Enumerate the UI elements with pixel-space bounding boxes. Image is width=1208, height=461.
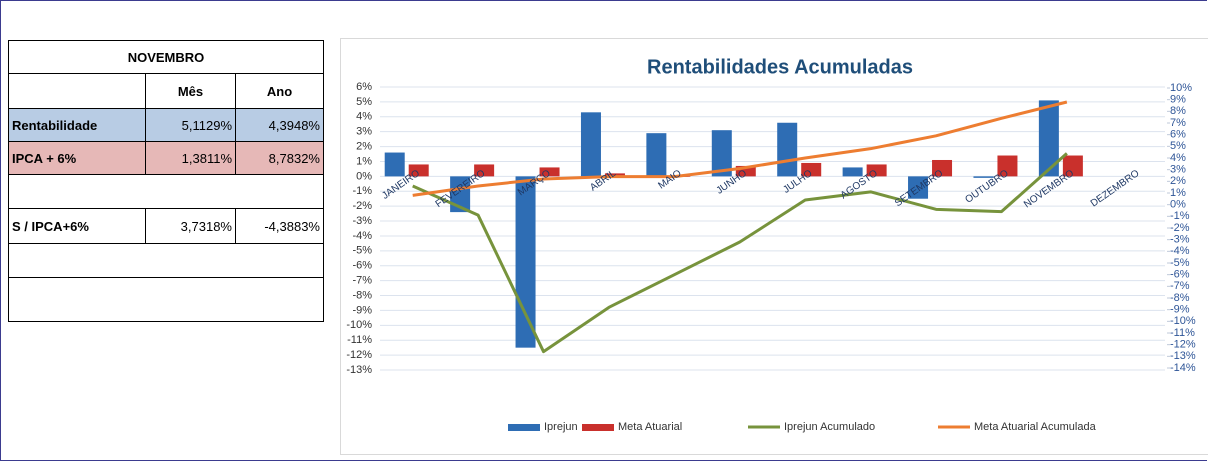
cell: 4,3948%: [235, 108, 324, 142]
y2-tick-label: 4%: [1170, 152, 1186, 164]
bar: [604, 173, 625, 177]
y-tick-label: 6%: [356, 81, 372, 93]
bar: [866, 164, 887, 177]
bar: [1062, 155, 1083, 177]
x-tick-label: DEZEMBRO: [1089, 168, 1142, 210]
y2-tick-label: 5%: [1170, 140, 1186, 152]
y2-tick-label: 0%: [1170, 199, 1186, 211]
y-tick-label: -6%: [352, 260, 372, 272]
bar: [450, 176, 471, 213]
bar: [1038, 100, 1059, 177]
cell: [8, 73, 146, 109]
x-tick-label: OUTUBRO: [963, 168, 1010, 206]
row-label: Rentabilidade: [8, 108, 146, 142]
y-tick-label: -4%: [352, 230, 372, 242]
bar: [997, 155, 1018, 177]
bar: [646, 133, 667, 177]
y2-tick-label: -3%: [1170, 234, 1190, 246]
bar: [711, 130, 732, 177]
bar: [908, 176, 929, 199]
bar: [408, 164, 429, 177]
bar: [539, 167, 560, 177]
y-tick-label: 2%: [356, 140, 372, 152]
y-tick-label: -13%: [346, 364, 372, 376]
y-tick-label: -11%: [347, 334, 372, 346]
line-series: [412, 100, 1068, 197]
bar: [842, 167, 863, 177]
y2-tick-label: -11%: [1170, 327, 1195, 339]
bar: [580, 112, 601, 177]
chart-area: [340, 38, 1208, 455]
y-tick-label: -12%: [346, 349, 372, 361]
y2-tick-label: 6%: [1170, 129, 1186, 141]
y2-tick-label: -6%: [1170, 269, 1190, 281]
bar: [474, 164, 495, 177]
y-tick-label: 1%: [356, 155, 372, 167]
y-tick-label: 4%: [356, 111, 372, 123]
y2-tick-label: -1%: [1170, 210, 1190, 222]
y2-tick-label: 9%: [1170, 94, 1186, 106]
y2-tick-label: -2%: [1170, 222, 1190, 234]
legend-label: Iprejun Acumulado: [784, 421, 875, 433]
y-tick-label: -8%: [352, 289, 372, 301]
y-tick-label: -2%: [352, 200, 372, 212]
summary-table: NOVEMBRO Mês Ano Rentabilidade 5,1129% 4,39…: [8, 40, 324, 322]
y2-tick-label: 7%: [1170, 117, 1186, 129]
y2-tick-label: -7%: [1170, 280, 1190, 292]
y-tick-label: -7%: [352, 275, 372, 287]
y2-tick-label: 8%: [1170, 105, 1186, 117]
y-tick-label: 3%: [356, 126, 372, 138]
y2-tick-label: 10%: [1170, 82, 1192, 94]
cell: [8, 277, 324, 322]
table-title: NOVEMBRO: [8, 40, 324, 74]
y-tick-label: -9%: [352, 304, 372, 316]
y2-tick-label: 3%: [1170, 164, 1186, 176]
cell: 3,7318%: [145, 208, 236, 244]
y-tick-label: -1%: [352, 185, 372, 197]
y2-tick-label: 1%: [1170, 187, 1186, 199]
bar: [932, 159, 953, 177]
legend-swatch: [582, 424, 614, 431]
legend-swatch: [508, 424, 540, 431]
y2-tick-label: -10%: [1170, 315, 1196, 327]
x-tick-label: SETEMBRO: [893, 168, 945, 209]
line-series: [412, 152, 1068, 354]
bar: [777, 122, 798, 177]
y-tick-label: 0%: [356, 170, 372, 182]
bar: [973, 176, 994, 178]
chart-title: Rentabilidades Acumuladas: [647, 56, 913, 78]
y2-tick-label: -12%: [1170, 339, 1196, 351]
header: Mês: [145, 73, 236, 109]
y2-tick-label: -14%: [1170, 362, 1196, 374]
legend-label: Meta Atuarial Acumulada: [974, 421, 1097, 433]
row-label: IPCA + 6%: [8, 141, 146, 175]
bar: [384, 152, 405, 177]
y2-tick-label: -9%: [1170, 304, 1190, 316]
y-tick-label: -3%: [352, 215, 372, 227]
cell: 8,7832%: [235, 141, 324, 175]
cell: 1,3811%: [145, 141, 236, 175]
y-tick-label: 5%: [356, 96, 372, 108]
bar: [735, 165, 756, 177]
row-label: S / IPCA+6%: [8, 208, 146, 244]
legend-label: Iprejun: [544, 421, 578, 433]
y2-tick-label: -5%: [1170, 257, 1190, 269]
bar: [801, 162, 822, 177]
cell: -4,3883%: [235, 208, 324, 244]
y-tick-label: -10%: [346, 319, 372, 331]
y2-tick-label: 2%: [1170, 175, 1186, 187]
bar: [515, 176, 536, 348]
cell: [8, 174, 324, 209]
y2-tick-label: -13%: [1170, 350, 1196, 362]
y2-tick-label: -8%: [1170, 292, 1190, 304]
legend-label: Meta Atuarial: [618, 421, 682, 433]
cell: 5,1129%: [145, 108, 236, 142]
y-tick-label: -5%: [352, 245, 372, 257]
y2-tick-label: -4%: [1170, 245, 1190, 257]
